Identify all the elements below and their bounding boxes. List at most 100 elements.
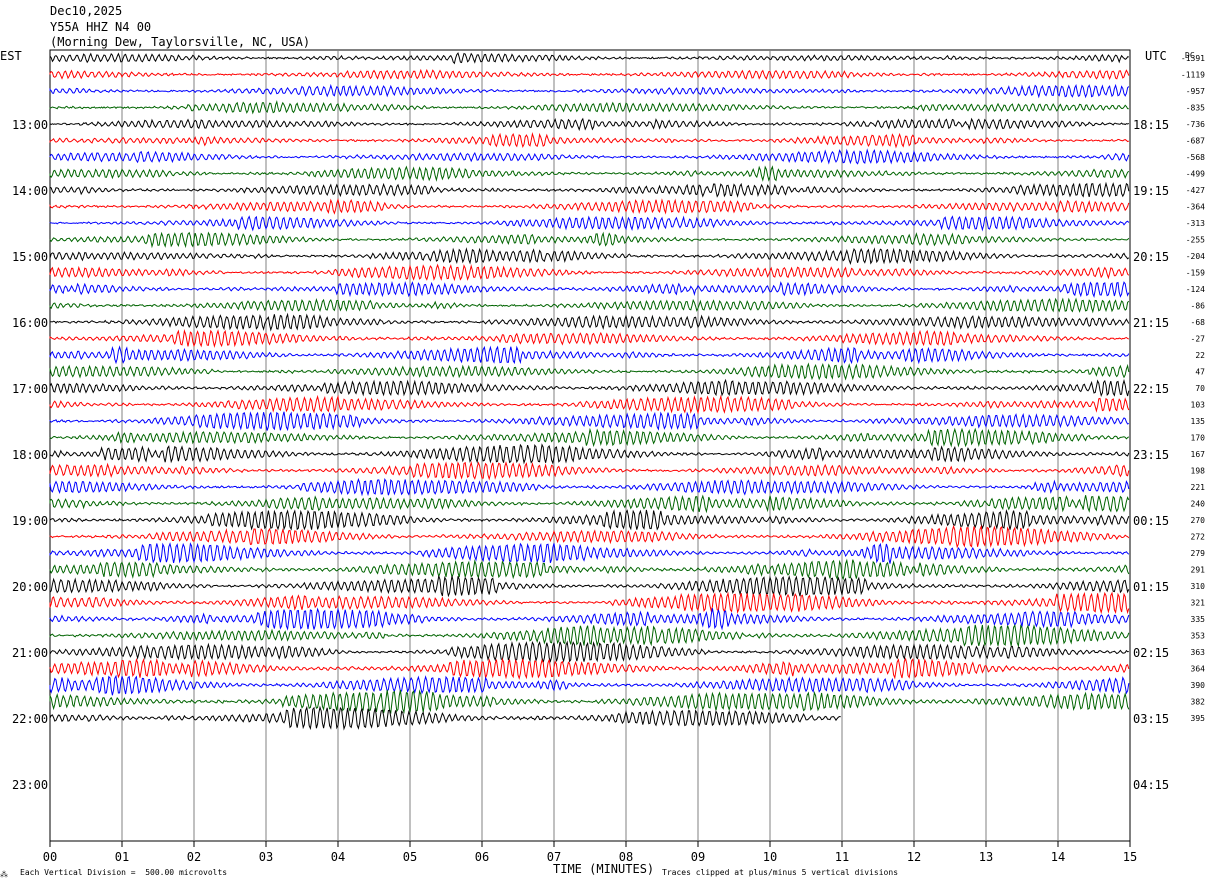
left-hour-label: 16:00: [12, 316, 48, 330]
x-tick-label: 09: [691, 850, 705, 864]
right-hour-label: 00:15: [1133, 514, 1169, 528]
dc-offset-value: 22: [1195, 351, 1205, 360]
x-tick-label: 02: [187, 850, 201, 864]
x-tick-label: 15: [1123, 850, 1137, 864]
trace-line: [49, 132, 1129, 149]
x-tick-label: 07: [547, 850, 561, 864]
trace-line: [49, 575, 1130, 598]
dc-offset-value: 70: [1195, 384, 1205, 393]
trace-line: [49, 281, 1130, 298]
trace-line: [49, 705, 841, 731]
dc-offset-value: 335: [1191, 615, 1206, 624]
dc-offset-value: 167: [1191, 450, 1206, 459]
trace-line: [49, 524, 1130, 549]
trace-line: [49, 494, 1130, 514]
trace-line: [49, 231, 1130, 249]
trace-line: [49, 542, 1130, 564]
right-hour-label: 03:15: [1133, 712, 1169, 726]
left-hour-label: 20:00: [12, 580, 48, 594]
left-hour-label: 15:00: [12, 250, 48, 264]
right-hour-label: 21:15: [1133, 316, 1169, 330]
x-tick-label: 04: [331, 850, 345, 864]
x-tick-label: 13: [979, 850, 993, 864]
trace-line: [49, 443, 1130, 465]
trace-line: [49, 148, 1130, 165]
x-tick-label: 05: [403, 850, 417, 864]
left-timezone-label: EST: [0, 49, 22, 63]
right-hour-label: 18:15: [1133, 118, 1169, 132]
dc-offset-value: 135: [1191, 417, 1206, 426]
x-tick-label: 12: [907, 850, 921, 864]
plot-frame: [49, 49, 1131, 842]
right-hour-label: 01:15: [1133, 580, 1169, 594]
trace-line: [49, 607, 1130, 631]
trace-line: [49, 99, 1129, 115]
x-tick-label: 06: [475, 850, 489, 864]
dc-offset-value: -1391: [1181, 54, 1205, 63]
right-hour-label: 04:15: [1133, 778, 1169, 792]
dc-offset-value: 353: [1191, 632, 1206, 641]
header-date: Dec10,2025: [50, 4, 123, 18]
dc-offset-value: -427: [1186, 186, 1205, 195]
dc-offset-value: -27: [1191, 335, 1206, 344]
x-axis-ticks: 00 01 02 03 04 05 06 07 08 09 10 11 12 13 14 15: [43, 841, 1137, 864]
right-hour-label: 20:15: [1133, 250, 1169, 264]
dc-offset-value: 321: [1191, 599, 1206, 608]
trace-line: [49, 427, 1130, 448]
clip-note: Traces clipped at plus/minus 5 vertical …: [662, 868, 899, 877]
left-hour-label: 14:00: [12, 184, 48, 198]
trace-line: [49, 689, 1130, 715]
x-tick-label: 08: [619, 850, 633, 864]
trace-line: [49, 345, 1130, 365]
dc-offset-value: -313: [1186, 219, 1205, 228]
scale-icon: ⁂: [0, 870, 8, 879]
dc-offset-labels: -1391 -1119 -957 -835 -736 -687 -568 -499 -427 -3…: [1181, 54, 1205, 723]
dc-offset-value: -364: [1186, 203, 1205, 212]
x-tick-label: 03: [259, 850, 273, 864]
right-hour-label: 23:15: [1133, 448, 1169, 462]
trace-line: [49, 117, 1130, 132]
trace-line: [49, 509, 1130, 531]
trace-line: [49, 52, 1129, 65]
trace-line: [49, 83, 1130, 99]
dc-offset-value: 170: [1191, 434, 1206, 443]
dc-offset-value: 310: [1191, 582, 1206, 591]
trace-line: [49, 674, 1130, 696]
left-hour-label: 19:00: [12, 514, 48, 528]
left-hour-label: 21:00: [12, 646, 48, 660]
dc-offset-value: 279: [1191, 549, 1206, 558]
dc-offset-value: 221: [1191, 483, 1206, 492]
dc-offset-value: -1119: [1181, 71, 1205, 80]
trace-line: [49, 394, 1130, 415]
dc-offset-value: -568: [1186, 153, 1205, 162]
x-tick-label: 01: [115, 850, 129, 864]
trace-line: [49, 165, 1130, 182]
dc-offset-value: 395: [1191, 714, 1206, 723]
dc-offset-value: 363: [1191, 648, 1206, 657]
scale-note: Each Vertical Division = 500.00 microvol…: [20, 868, 228, 877]
minute-gridlines: [121, 50, 1059, 841]
trace-line: [49, 558, 1130, 581]
trace-line: [49, 657, 1130, 680]
dc-offset-value: 240: [1191, 500, 1206, 509]
left-hour-labels: 13:00 14:00 15:00 16:00 17:00 18:00 19:00 20:00…: [12, 118, 48, 792]
left-hour-label: 18:00: [12, 448, 48, 462]
trace-line: [49, 215, 1130, 232]
dc-offset-value: 103: [1191, 401, 1206, 410]
dc-offset-value: 47: [1195, 368, 1205, 377]
dc-label: DC: [1185, 51, 1195, 60]
dc-offset-value: -159: [1186, 269, 1205, 278]
dc-offset-value: -736: [1186, 120, 1205, 129]
dc-offset-value: 270: [1191, 516, 1206, 525]
trace-line: [49, 181, 1130, 198]
dc-offset-value: -499: [1186, 170, 1205, 179]
dc-offset-value: -68: [1191, 318, 1206, 327]
trace-line: [49, 378, 1130, 398]
trace-line: [49, 640, 1129, 663]
left-hour-label: 23:00: [12, 778, 48, 792]
header-location: (Morning Dew, Taylorsville, NC, USA): [50, 35, 311, 49]
x-tick-label: 00: [43, 850, 57, 864]
header-channel: Y55A HHZ N4 00: [50, 20, 152, 34]
dc-offset-value: 291: [1191, 566, 1206, 575]
